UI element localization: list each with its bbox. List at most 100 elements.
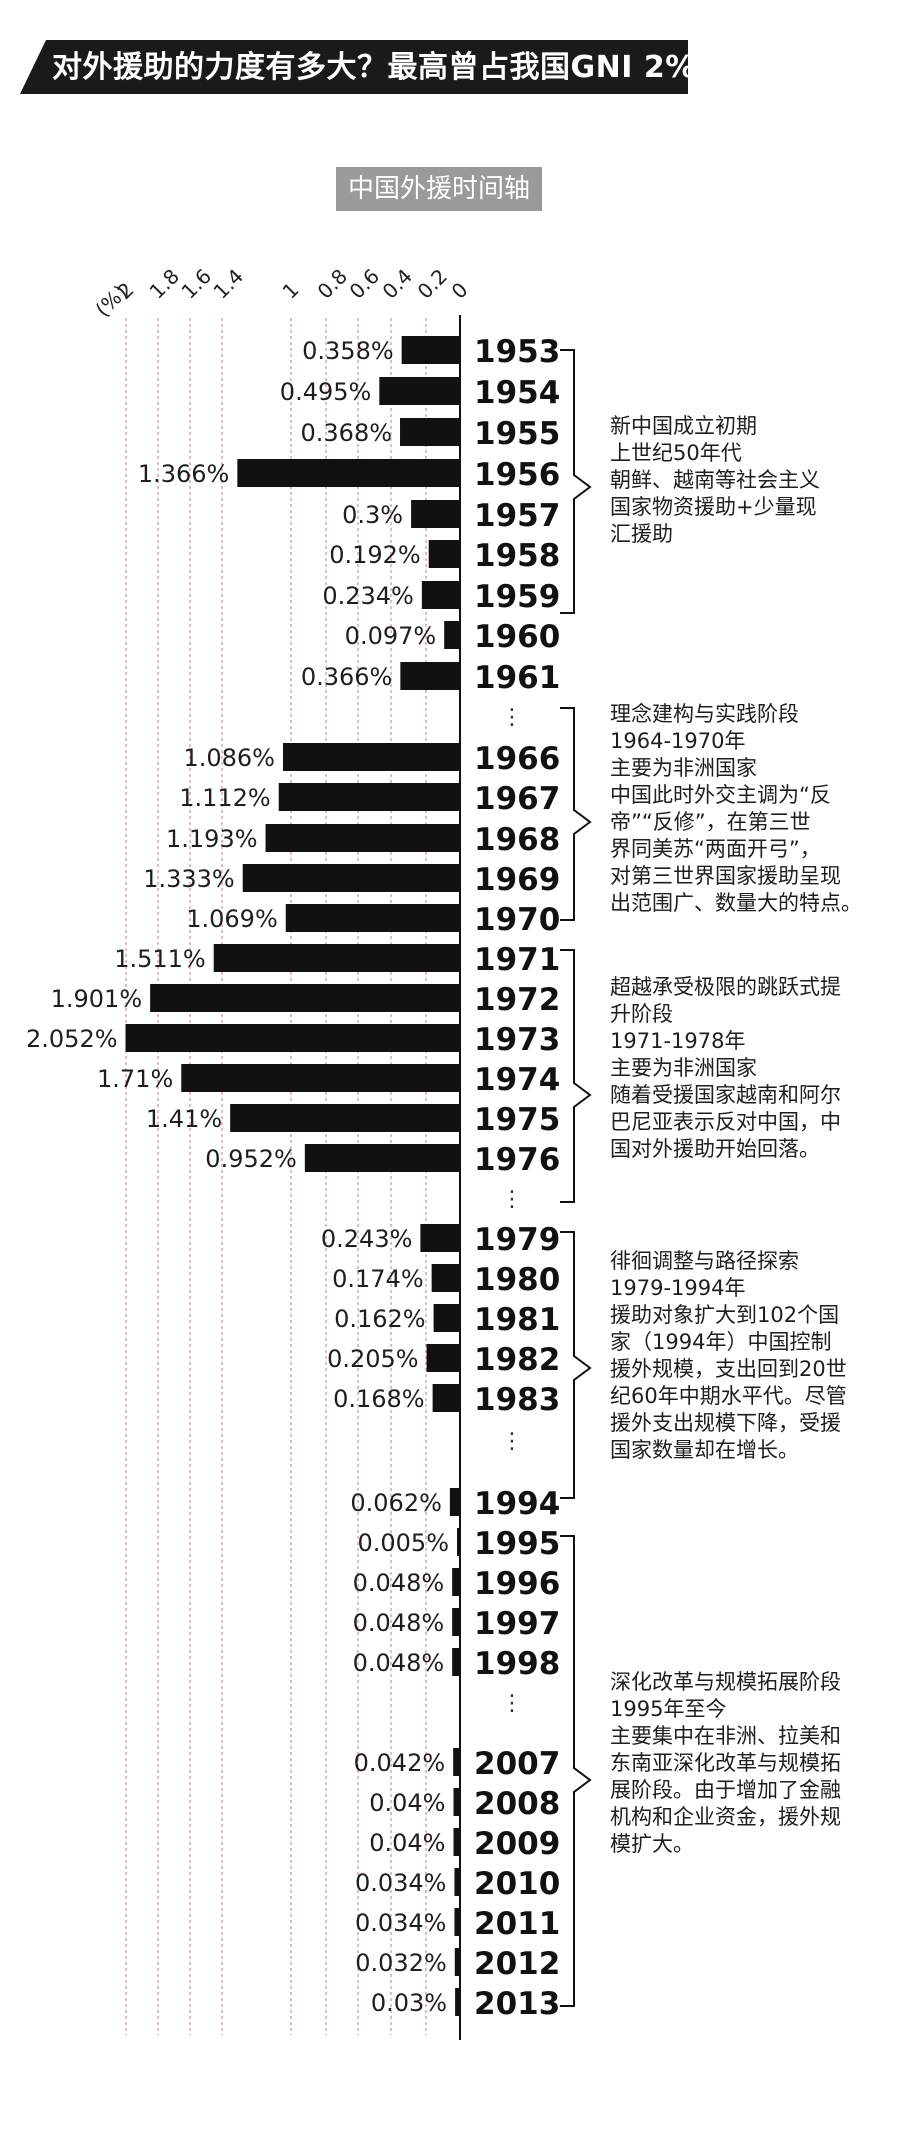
value-label: 0.168% [333, 1385, 425, 1413]
bar [150, 984, 460, 1012]
year-label: 2007 [474, 1746, 560, 1782]
value-label: 1.069% [186, 905, 278, 933]
period-line: 对第三世界国家援助呈现 [610, 864, 841, 888]
value-label: 0.048% [353, 1569, 445, 1597]
period-line: 帝”“反修”，在第三世 [610, 810, 811, 834]
year-label: 2010 [474, 1866, 560, 1902]
period-line: 随着受援国家越南和阿尔 [610, 1083, 841, 1107]
period-bracket [560, 349, 592, 614]
year-label: 1968 [474, 822, 560, 858]
bar [452, 1568, 460, 1596]
bar [278, 783, 460, 811]
period-line: 家（1994年）中国控制 [610, 1330, 832, 1354]
value-label: 0.048% [353, 1609, 445, 1637]
value-label: 0.032% [355, 1949, 447, 1977]
bar [457, 1528, 460, 1556]
value-label: 0.097% [345, 622, 437, 650]
value-label: 0.358% [302, 337, 394, 365]
value-label: 0.042% [354, 1749, 446, 1777]
value-label: 0.192% [329, 541, 421, 569]
year-label: 1980 [474, 1262, 560, 1298]
year-label: 1975 [474, 1102, 560, 1138]
bar [426, 1344, 460, 1372]
bar [453, 1788, 460, 1816]
value-label: 0.205% [327, 1345, 419, 1373]
bar [282, 743, 460, 771]
period-line: 1971-1978年 [610, 1029, 746, 1053]
period-bracket [560, 1535, 592, 2007]
year-label: 2013 [474, 1986, 560, 2022]
period-bracket [560, 949, 592, 1203]
value-label: 1.41% [146, 1105, 222, 1133]
year-label: 1957 [474, 498, 560, 534]
bar [444, 621, 460, 649]
period-description: 新中国成立初期 上世纪50年代 朝鲜、越南等社会主义 国家物资援助+少量现 汇援助 [610, 413, 900, 548]
gap-marker: ⋮ [501, 1429, 523, 1454]
year-label: 1954 [474, 375, 560, 411]
bar [213, 944, 460, 972]
title-bar [20, 40, 688, 94]
value-label: 1.193% [166, 825, 258, 853]
period-line: 纪60年中期水平代。尽管 [610, 1384, 847, 1408]
year-label: 1956 [474, 457, 560, 493]
year-label: 1966 [474, 741, 560, 777]
gap-marker: ⋮ [501, 705, 523, 730]
period-line: 国对外援助开始回落。 [610, 1137, 820, 1161]
period-line: 朝鲜、越南等社会主义 [610, 468, 820, 492]
year-label: 1971 [474, 942, 560, 978]
x-tick-label: 0 [447, 278, 473, 304]
period-line: 国家数量却在增长。 [610, 1438, 799, 1462]
value-label: 2.052% [26, 1025, 118, 1053]
year-label: 1958 [474, 538, 560, 574]
period-description: 超越承受极限的跳跃式提 升阶段 1971-1978年 主要为非洲国家 随着受援国家越南和… [610, 974, 900, 1163]
period-line: 1964-1970年 [610, 729, 746, 753]
year-label: 2008 [474, 1786, 560, 1822]
period-line: 中国此时外交主调为“反 [610, 783, 831, 807]
bar [181, 1064, 460, 1092]
period-bracket [560, 707, 592, 921]
year-label: 1976 [474, 1142, 560, 1178]
bar [432, 1384, 460, 1412]
bar [453, 1828, 460, 1856]
bar [431, 1264, 460, 1292]
year-label: 1967 [474, 781, 560, 817]
x-tick-label: 0.4 [378, 264, 417, 303]
bar [400, 662, 460, 690]
value-label: 0.03% [371, 1989, 447, 2017]
period-description: 理念建构与实践阶段 1964-1970年 主要为非洲国家 中国此时外交主调为“反 帝”“… [610, 701, 900, 917]
year-label: 1973 [474, 1022, 560, 1058]
value-label: 1.112% [179, 784, 271, 812]
value-label: 0.048% [353, 1649, 445, 1677]
bar [379, 377, 460, 405]
year-label: 2011 [474, 1906, 560, 1942]
chart-subtitle: 中国外援时间轴 [336, 167, 543, 211]
year-label: 1955 [474, 416, 560, 452]
value-label: 0.495% [280, 378, 372, 406]
bar [411, 500, 460, 528]
value-label: 0.368% [301, 419, 393, 447]
period-line: 升阶段 [610, 1002, 673, 1026]
value-label: 0.034% [355, 1909, 447, 1937]
bar [453, 1748, 460, 1776]
year-label: 1996 [474, 1566, 560, 1602]
year-label: 1969 [474, 862, 560, 898]
period-line: 援助对象扩大到102个国 [610, 1303, 840, 1327]
year-label: 1995 [474, 1526, 560, 1562]
year-label: 2012 [474, 1946, 560, 1982]
bar [237, 459, 460, 487]
value-label: 0.005% [357, 1529, 449, 1557]
year-label: 1961 [474, 660, 560, 696]
bar [304, 1144, 460, 1172]
year-label: 1960 [474, 619, 560, 655]
value-label: 0.062% [350, 1489, 442, 1517]
x-tick-label: 0.6 [345, 264, 384, 303]
period-line: 出范围广、数量大的特点。 [610, 891, 862, 915]
x-tick-label: 1 [278, 278, 304, 304]
period-line: 主要为非洲国家 [610, 1056, 757, 1080]
bar [420, 1224, 460, 1252]
bar [452, 1648, 460, 1676]
bar [428, 540, 460, 568]
period-line: 展阶段。由于增加了金融 [610, 1778, 841, 1802]
period-line: 援外规模，支出回到20世 [610, 1357, 847, 1381]
